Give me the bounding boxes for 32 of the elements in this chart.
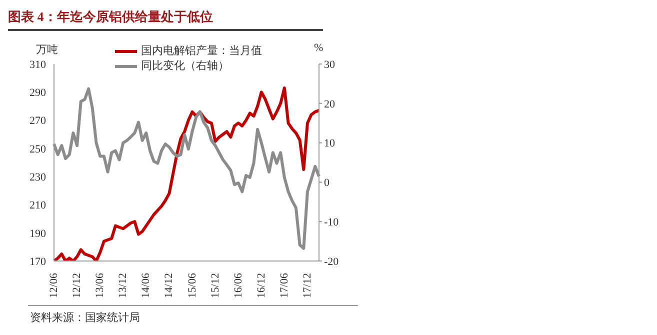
y-tick-label: 190 [30,228,46,240]
y2-tick-label: 10 [324,138,336,150]
y2-tick-label: 0 [324,177,330,190]
y-tick-label: 270 [30,115,46,128]
x-tick-label: 14/12 [163,273,176,298]
chart-title: 图表 4：年迄今原铝供给量处于低位 [8,8,323,31]
y-tick-label: 170 [30,256,46,268]
y2-tick-label: 30 [324,58,336,71]
y2-tick-label: -20 [324,256,340,268]
x-tick-label: 14/06 [140,272,152,298]
x-tick-label: 16/06 [232,272,244,298]
y-tick-label: 250 [30,143,46,156]
x-tick-label: 13/12 [117,273,130,298]
x-tick-label: 17/06 [278,272,290,298]
x-tick-label: 12/12 [71,273,84,298]
y2-tick-label: 20 [324,98,336,110]
y2-axis-title: % [314,42,324,54]
y-tick-label: 290 [30,87,46,100]
x-tick-label: 15/12 [209,273,222,298]
y-tick-label: 310 [30,58,46,71]
x-tick-label: 13/06 [94,272,106,298]
legend-label: 国内电解铝产量：当月值 [141,44,262,59]
x-tick-label: 12/06 [48,272,60,298]
legend-label: 同比变化（右轴） [141,59,229,74]
x-tick-label: 15/06 [186,272,198,298]
y-tick-label: 230 [30,171,46,184]
x-tick-label: 16/12 [255,273,268,298]
x-tick-label: 17/12 [301,273,314,298]
y-tick-label: 210 [30,200,46,212]
y-axis-title: 万吨 [36,43,58,57]
text: 资料来源：国家统计局 [30,310,140,325]
y2-tick-label: -10 [324,216,340,229]
